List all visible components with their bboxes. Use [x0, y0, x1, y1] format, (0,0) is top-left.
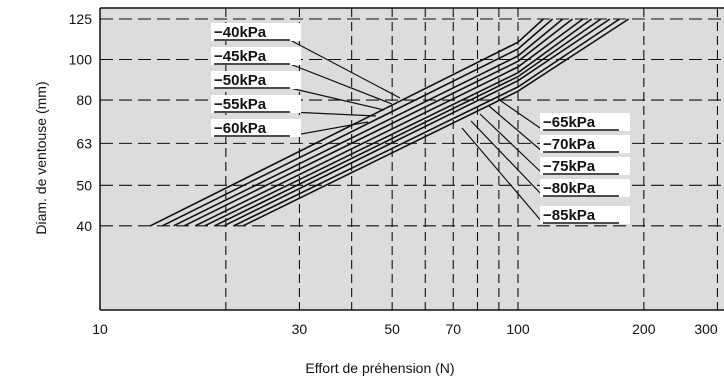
x-tick-labels: 10 30 50 70 100 200 300: [92, 321, 718, 337]
curve-label: −40kPa: [214, 24, 267, 41]
y-tick-label: 100: [69, 52, 93, 68]
x-tick-label: 200: [632, 321, 656, 337]
curve-label: −60kPa: [214, 120, 267, 137]
curve-label: −70kPa: [543, 136, 596, 153]
y-tick-labels: 40 50 63 80 100 125: [69, 11, 93, 234]
x-tick-label: 100: [506, 321, 530, 337]
curve-label: −65kPa: [543, 114, 596, 131]
y-tick-label: 125: [69, 11, 93, 27]
x-tick-label: 50: [384, 321, 400, 337]
curve-label: −75kPa: [543, 158, 596, 175]
y-tick-label: 50: [76, 177, 92, 193]
y-tick-label: 80: [76, 92, 92, 108]
y-axis-title: Diam. de ventouse (mm): [33, 81, 49, 234]
x-axis-title: Effort de préhension (N): [305, 360, 454, 376]
curve-label: −85kPa: [543, 207, 596, 224]
x-tick-label: 10: [92, 321, 108, 337]
curve-label: −50kPa: [214, 72, 267, 89]
curve-label: −80kPa: [543, 180, 596, 197]
x-tick-label: 70: [445, 321, 461, 337]
plot-area: [100, 8, 724, 310]
y-tick-label: 63: [76, 135, 92, 151]
curve-label: −45kPa: [214, 48, 267, 65]
curve-label: −55kPa: [214, 96, 267, 113]
x-tick-label: 300: [694, 321, 718, 337]
x-tick-label: 30: [292, 321, 308, 337]
y-tick-label: 40: [76, 218, 92, 234]
